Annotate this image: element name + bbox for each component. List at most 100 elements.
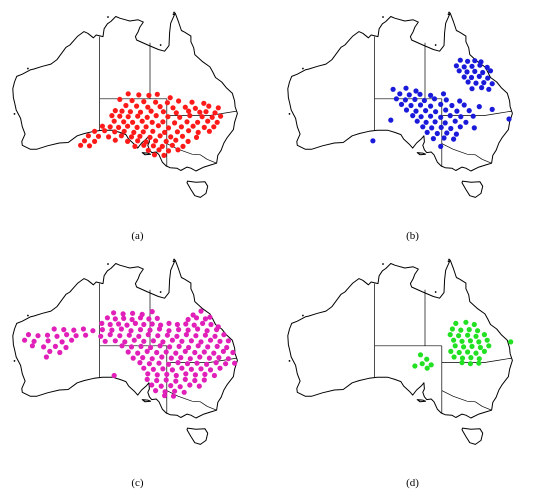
occurrence-point bbox=[184, 361, 191, 367]
island-speck bbox=[13, 113, 16, 115]
occurrence-point bbox=[168, 134, 174, 140]
map-panel-a: (a) bbox=[0, 0, 275, 247]
occurrence-point bbox=[215, 324, 221, 330]
occurrence-point bbox=[205, 344, 211, 350]
occurrence-point bbox=[51, 326, 57, 332]
occurrence-point bbox=[169, 367, 175, 373]
occurrence-point bbox=[432, 119, 438, 125]
occurrence-point bbox=[467, 338, 473, 344]
island-speck bbox=[448, 11, 450, 14]
occurrence-point bbox=[459, 360, 465, 366]
occurrence-point bbox=[137, 133, 143, 139]
occurrence-point bbox=[71, 327, 77, 333]
occurrence-point bbox=[118, 133, 124, 139]
occurrence-point bbox=[99, 123, 105, 129]
occurrence-point bbox=[211, 350, 217, 356]
occurrence-point bbox=[217, 365, 223, 371]
occurrence-point bbox=[211, 124, 217, 130]
occurrence-point bbox=[417, 352, 424, 358]
kangaroo-island-outline bbox=[416, 152, 427, 156]
occurrence-point bbox=[472, 58, 478, 64]
map-panel-d: (d) bbox=[275, 247, 550, 494]
occurrence-point bbox=[184, 119, 190, 125]
occurrence-point bbox=[145, 147, 151, 153]
occurrence-point bbox=[59, 339, 65, 345]
occurrence-point bbox=[161, 152, 167, 158]
occurrence-point bbox=[202, 371, 208, 377]
occurrence-point bbox=[187, 113, 193, 119]
island-speck bbox=[27, 67, 29, 70]
occurrence-point bbox=[104, 315, 110, 321]
occurrence-point bbox=[145, 371, 151, 377]
occurrence-point bbox=[149, 321, 155, 327]
occurrence-point bbox=[107, 332, 113, 338]
occurrence-point bbox=[129, 316, 135, 323]
occurrence-point bbox=[160, 109, 166, 115]
occurrence-point bbox=[213, 360, 219, 366]
state-border-5 bbox=[441, 143, 492, 164]
occurrence-point bbox=[170, 393, 177, 399]
occurrence-point bbox=[201, 377, 207, 383]
occurrence-point bbox=[183, 371, 189, 377]
occurrence-point bbox=[473, 80, 479, 86]
occurrence-point bbox=[117, 96, 123, 102]
occurrence-point bbox=[397, 91, 403, 97]
occurrence-point bbox=[449, 326, 455, 332]
occurrence-point bbox=[201, 124, 207, 130]
occurrence-point bbox=[136, 92, 142, 98]
occurrence-point bbox=[408, 102, 414, 109]
occurrence-point bbox=[153, 388, 159, 394]
kangaroo-island-outline bbox=[141, 152, 152, 156]
occurrence-point bbox=[112, 137, 118, 143]
occurrence-point bbox=[466, 327, 472, 333]
occurrence-point bbox=[112, 338, 118, 344]
occurrence-point bbox=[206, 355, 212, 361]
occurrence-point bbox=[128, 134, 135, 140]
occurrence-point bbox=[157, 133, 163, 139]
occurrence-point bbox=[64, 332, 70, 338]
occurrence-point bbox=[29, 343, 35, 349]
occurrence-point bbox=[438, 101, 444, 107]
occurrence-point bbox=[193, 333, 199, 339]
occurrence-point bbox=[195, 343, 201, 349]
mainland-outline bbox=[12, 12, 238, 172]
occurrence-point bbox=[164, 100, 170, 106]
occurrence-point bbox=[430, 136, 436, 142]
occurrence-point bbox=[137, 327, 144, 333]
occurrence-point bbox=[461, 74, 467, 80]
occurrence-point bbox=[151, 152, 158, 158]
island-speck bbox=[173, 11, 175, 14]
occurrence-point bbox=[438, 143, 444, 149]
occurrence-point bbox=[144, 114, 150, 120]
occurrence-point bbox=[207, 314, 213, 320]
occurrence-point bbox=[143, 124, 149, 130]
state-border-5 bbox=[166, 390, 217, 411]
occurrence-point bbox=[406, 92, 412, 98]
panel-caption-b: (b) bbox=[406, 230, 419, 242]
occurrence-point bbox=[428, 92, 434, 98]
occurrence-point bbox=[155, 123, 161, 129]
occurrence-point bbox=[153, 113, 159, 119]
occurrence-point bbox=[102, 128, 108, 134]
occurrence-point bbox=[165, 125, 172, 131]
occurrence-point bbox=[424, 356, 430, 362]
occurrence-point bbox=[145, 332, 151, 338]
occurrence-point bbox=[146, 316, 152, 322]
occurrence-point bbox=[173, 350, 179, 356]
occurrence-point bbox=[130, 310, 136, 316]
occurrence-point bbox=[137, 315, 144, 321]
occurrence-point bbox=[487, 68, 494, 74]
occurrence-point bbox=[456, 333, 462, 339]
occurrence-point bbox=[132, 320, 138, 326]
occurrence-point bbox=[476, 73, 482, 79]
island-speck bbox=[288, 360, 291, 362]
occurrence-point bbox=[98, 333, 104, 339]
occurrence-point bbox=[428, 362, 434, 368]
occurrence-point bbox=[43, 354, 50, 360]
occurrence-point bbox=[116, 321, 122, 327]
occurrence-point bbox=[209, 114, 215, 120]
occurrence-point bbox=[469, 86, 475, 92]
occurrence-point bbox=[165, 148, 172, 154]
occurrence-point bbox=[451, 337, 457, 343]
occurrence-point bbox=[453, 320, 459, 326]
